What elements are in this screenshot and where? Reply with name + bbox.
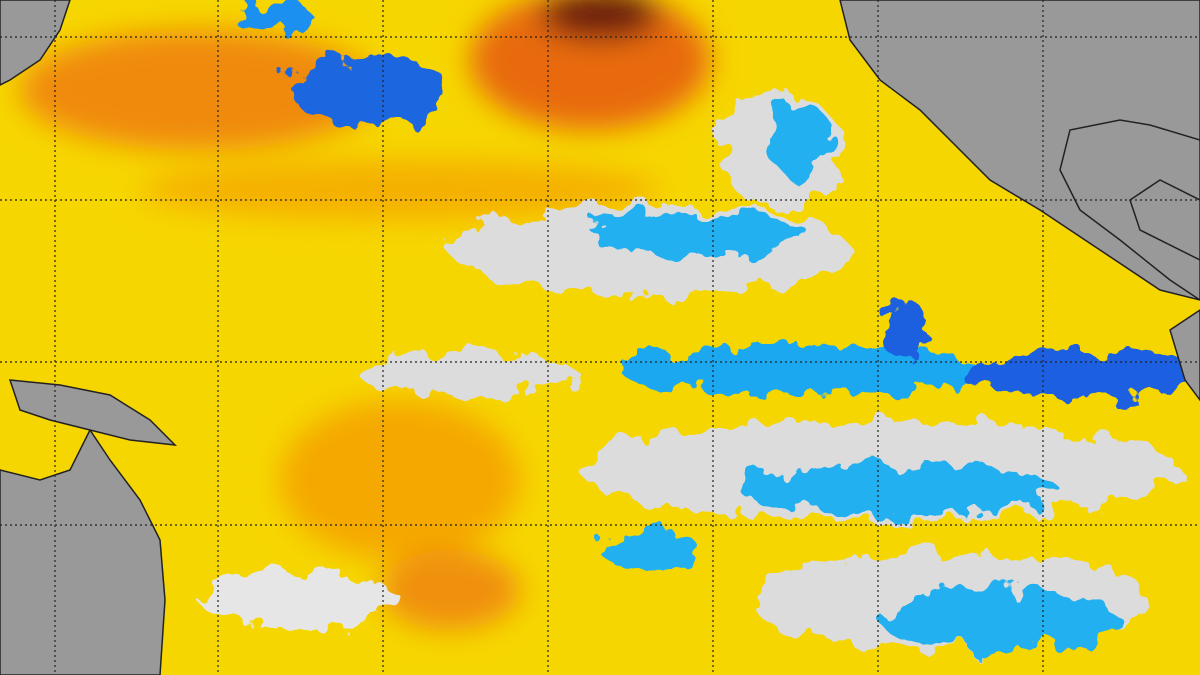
- asia: [0, 0, 71, 86]
- cool-patch: [590, 213, 810, 257]
- warm-core: [540, 0, 660, 40]
- australia: [0, 428, 166, 675]
- warm-patch: [280, 400, 520, 560]
- cool-anomalies: [230, 0, 1200, 650]
- neutral-patch: [200, 570, 400, 630]
- warm-patch: [380, 550, 520, 630]
- cool-patch: [960, 353, 1200, 397]
- north-america: [839, 0, 1200, 301]
- cool-patch: [740, 465, 1060, 515]
- neutral-patch: [360, 353, 580, 397]
- warm-patch: [470, 0, 710, 130]
- cool-patch: [600, 530, 700, 570]
- warm-anomalies: [20, 0, 710, 630]
- cool-patch: [620, 345, 980, 395]
- new-guinea: [8, 379, 178, 446]
- cool-patch: [290, 55, 450, 125]
- cool-patch: [880, 300, 930, 360]
- cool-patch: [770, 100, 830, 180]
- cool-patch: [230, 0, 310, 30]
- south-america: [1169, 309, 1200, 402]
- cool-patch: [880, 590, 1120, 650]
- warm-patch: [20, 30, 380, 150]
- warm-patch: [140, 160, 660, 220]
